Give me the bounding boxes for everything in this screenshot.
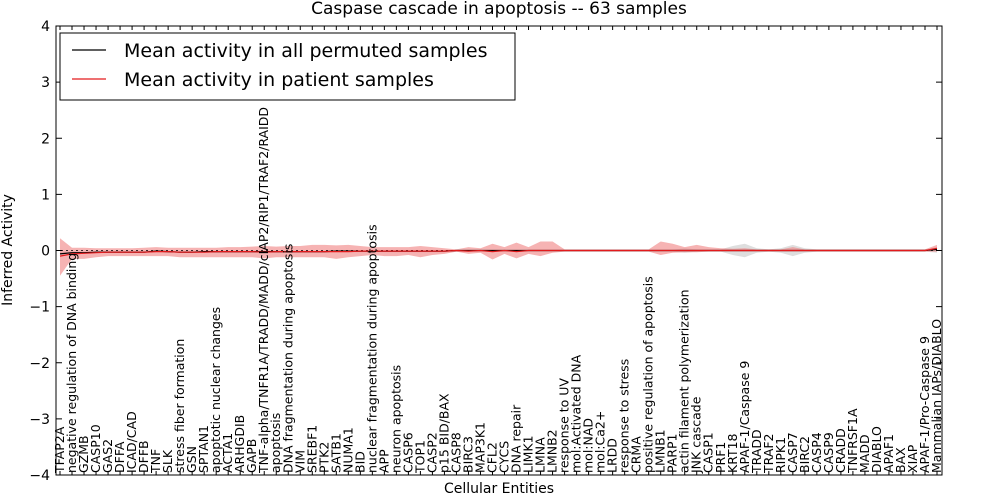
- x-tick-label: ARHGDIB: [232, 415, 247, 473]
- x-tick-label: DFFA: [112, 441, 127, 473]
- x-tick-label: CASP4: [809, 432, 824, 473]
- legend-box: [59, 32, 516, 101]
- x-tick-label: nuclear fragmentation during apoptosis: [364, 224, 379, 473]
- x-tick-label: CYCS: [497, 441, 512, 473]
- series-line-patient: [59, 247, 938, 257]
- x-axis-label: Cellular Entities: [444, 481, 554, 497]
- x-tick-label: apoptosis: [268, 413, 283, 473]
- x-tick-label: LMNA: [533, 437, 548, 473]
- x-tick-label: DIABLO: [869, 426, 884, 473]
- band-patient: [60, 238, 937, 276]
- series-lines: [56, 247, 942, 257]
- x-tick-label: SREBF1: [304, 425, 319, 473]
- x-tick-label: LMNB2: [545, 429, 560, 473]
- x-tick-label: BAX: [893, 447, 908, 473]
- x-tick-label: CASP7: [785, 432, 800, 473]
- x-tick-label: CASP2: [424, 432, 439, 473]
- x-tick-label: APAF1: [881, 434, 896, 473]
- x-tick-label: JNK cascade: [689, 396, 704, 474]
- x-tick-label: actin filament polymerization: [677, 289, 692, 473]
- x-tick-label: GSN: [184, 446, 199, 473]
- x-tick-label: TNF: [148, 449, 163, 474]
- x-tick-label: Mammalian IAPs/DIABLO: [929, 319, 944, 473]
- chart-title: Caspase cascade in apoptosis -- 63 sampl…: [311, 0, 687, 19]
- x-tick-label: LIMK1: [521, 435, 536, 473]
- y-tick-label: −4: [29, 468, 50, 484]
- x-tick-label: mol:Ca2+: [593, 411, 608, 473]
- x-tick-label: CFL2: [485, 442, 500, 473]
- x-tick-label: CASP9: [821, 432, 836, 473]
- x-tick-label: TRADD: [749, 429, 764, 474]
- y-tick-label: 3: [41, 75, 50, 91]
- x-tick-label: KRT18: [725, 433, 740, 473]
- y-tick-label: 1: [41, 187, 50, 203]
- x-tick-label: SPTAN1: [196, 425, 211, 473]
- y-tick-label: 2: [41, 131, 50, 147]
- x-tick-label: TNFRSF1A: [845, 408, 860, 474]
- x-tick-label: GAS2: [100, 439, 115, 473]
- x-tick-label: response to UV: [557, 378, 572, 473]
- x-tick-label: BID: [352, 451, 367, 473]
- x-tick-label: CASP6: [400, 432, 415, 473]
- y-tick-label: −3: [29, 412, 50, 428]
- x-tick-label: PARP1: [665, 434, 680, 473]
- x-tick-label: LMNB1: [653, 429, 668, 473]
- x-tick-label: CASP1: [701, 432, 716, 473]
- x-tick-label: p15 BID/BAX: [436, 393, 451, 473]
- x-tick-label: PTK2: [316, 442, 331, 473]
- x-tick-label: CRMA: [629, 436, 644, 473]
- x-tick-label: stress fiber formation: [172, 339, 187, 473]
- x-tick-label: DFFB: [136, 440, 151, 473]
- x-tick-label: CASP10: [88, 424, 103, 473]
- x-tick-label: BIRC2: [797, 436, 812, 473]
- x-tick-label: DNA repair: [509, 404, 524, 473]
- legend: Mean activity in all permuted samples Me…: [59, 32, 516, 101]
- x-tick-label: VIM: [292, 450, 307, 473]
- x-tick-label: mol:NAD: [581, 418, 596, 473]
- x-tick-label: GZMB: [76, 435, 91, 473]
- x-tick-label: neuron apoptosis: [388, 365, 403, 473]
- x-tick-label: TRAF2: [761, 433, 776, 474]
- confidence-bands: [60, 238, 937, 276]
- x-tick-label: MADD: [857, 434, 872, 473]
- x-tick-label: ACTA1: [220, 433, 235, 473]
- y-tick-label: −2: [29, 356, 50, 372]
- x-tick-label: positive regulation of apoptosis: [641, 276, 656, 473]
- x-tick-label: TFAP2A: [52, 426, 67, 474]
- x-tick-label: CRADD: [833, 428, 848, 473]
- x-tick-label: TNF-alpha/TNFR1A/TRADD/MADD/cIAP2/RIP1/T…: [256, 107, 271, 474]
- y-axis-ticks: −4 −3 −2 −1 0 1 2 3 4: [29, 19, 942, 484]
- x-tick-label: response to stress: [617, 359, 632, 473]
- y-axis-label: Inferred Activity: [0, 194, 16, 306]
- y-tick-label: −1: [29, 300, 50, 316]
- x-tick-label: ICAD/CAD: [124, 411, 139, 473]
- x-tick-label: MAP3K1: [473, 422, 488, 473]
- x-tick-label: BIRC3: [461, 436, 476, 473]
- x-tick-label: CASP8: [449, 432, 464, 473]
- legend-label-permuted: Mean activity in all permuted samples: [124, 40, 487, 62]
- x-tick-label: RIPK1: [773, 437, 788, 473]
- x-tick-label: APAF-1/Pro-Caspase 9: [917, 336, 932, 473]
- x-tick-label: TOP1: [412, 440, 427, 474]
- x-tick-label: APAF-1/Caspase 9: [737, 361, 752, 473]
- x-tick-label: LRDD: [605, 438, 620, 473]
- x-tick-label: XIAP: [905, 444, 920, 473]
- x-tick-label: SLK: [160, 449, 175, 473]
- x-tick-label: DNA fragmentation during apoptosis: [280, 244, 295, 473]
- y-tick-label: 4: [41, 19, 50, 35]
- x-tick-label: negative regulation of DNA binding: [64, 253, 79, 473]
- x-tick-label: GAPB: [244, 439, 259, 473]
- legend-label-patient: Mean activity in patient samples: [124, 69, 434, 91]
- x-tick-label: SATB1: [328, 433, 343, 473]
- x-tick-label: PRF1: [713, 442, 728, 473]
- x-tick-label: apoptotic nuclear changes: [208, 307, 223, 473]
- y-tick-label: 0: [41, 244, 50, 260]
- x-tick-label: APP: [376, 449, 391, 473]
- x-tick-label: NUMA1: [340, 427, 355, 473]
- x-tick-label: mol:Activated DNA: [569, 354, 584, 473]
